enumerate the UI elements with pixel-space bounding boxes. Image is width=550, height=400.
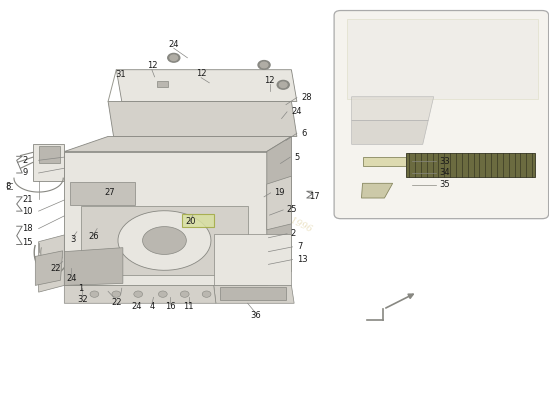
Text: 36: 36 bbox=[250, 311, 261, 320]
Text: 10: 10 bbox=[22, 207, 32, 216]
Circle shape bbox=[258, 60, 270, 69]
Text: 33: 33 bbox=[439, 156, 450, 166]
Text: a publication since 1996: a publication since 1996 bbox=[210, 177, 314, 234]
Text: 24: 24 bbox=[292, 107, 302, 116]
Text: 20: 20 bbox=[185, 217, 195, 226]
Polygon shape bbox=[214, 286, 294, 303]
Polygon shape bbox=[157, 81, 168, 87]
Circle shape bbox=[277, 80, 289, 89]
Text: 5: 5 bbox=[294, 152, 299, 162]
Circle shape bbox=[112, 291, 120, 297]
Polygon shape bbox=[221, 287, 286, 300]
Polygon shape bbox=[64, 248, 123, 286]
Polygon shape bbox=[351, 120, 428, 144]
Polygon shape bbox=[182, 214, 214, 227]
Text: 18: 18 bbox=[22, 224, 33, 233]
Circle shape bbox=[170, 55, 178, 60]
Text: 12: 12 bbox=[196, 69, 206, 78]
Polygon shape bbox=[362, 157, 406, 166]
Text: 7: 7 bbox=[297, 242, 302, 251]
Polygon shape bbox=[406, 153, 535, 177]
Text: 24: 24 bbox=[132, 302, 142, 311]
Polygon shape bbox=[81, 206, 248, 276]
Circle shape bbox=[260, 62, 268, 68]
Text: 12: 12 bbox=[147, 61, 157, 70]
Circle shape bbox=[202, 291, 211, 297]
Text: 19: 19 bbox=[274, 188, 284, 197]
Polygon shape bbox=[39, 235, 64, 292]
Text: 17: 17 bbox=[309, 192, 320, 200]
Text: 28: 28 bbox=[301, 93, 312, 102]
Circle shape bbox=[168, 54, 180, 62]
Polygon shape bbox=[33, 144, 64, 181]
Polygon shape bbox=[64, 136, 292, 152]
Polygon shape bbox=[118, 211, 211, 270]
Text: 15: 15 bbox=[22, 238, 32, 247]
Text: 24: 24 bbox=[66, 274, 76, 283]
Text: 27: 27 bbox=[104, 188, 115, 197]
Text: 6: 6 bbox=[301, 129, 307, 138]
Circle shape bbox=[180, 291, 189, 297]
Text: 32: 32 bbox=[77, 295, 87, 304]
Text: 9: 9 bbox=[22, 168, 28, 178]
Polygon shape bbox=[108, 102, 297, 136]
Polygon shape bbox=[267, 136, 292, 286]
Text: 22: 22 bbox=[111, 298, 122, 307]
Polygon shape bbox=[361, 183, 393, 198]
Polygon shape bbox=[35, 251, 63, 286]
Text: 21: 21 bbox=[22, 195, 32, 204]
Text: 26: 26 bbox=[88, 232, 98, 241]
Text: 3: 3 bbox=[70, 235, 75, 244]
Text: 34: 34 bbox=[439, 168, 450, 178]
Text: 11: 11 bbox=[183, 302, 194, 311]
Polygon shape bbox=[142, 227, 186, 254]
Circle shape bbox=[158, 291, 167, 297]
Text: eMART: eMART bbox=[166, 132, 275, 198]
Polygon shape bbox=[39, 146, 60, 164]
Text: 31: 31 bbox=[116, 70, 126, 79]
Polygon shape bbox=[267, 176, 292, 230]
Text: 8: 8 bbox=[6, 182, 11, 190]
Text: 16: 16 bbox=[164, 302, 175, 311]
Text: 25: 25 bbox=[286, 206, 296, 214]
Text: 24: 24 bbox=[168, 40, 179, 49]
Polygon shape bbox=[64, 286, 216, 303]
Polygon shape bbox=[214, 234, 292, 286]
Circle shape bbox=[279, 82, 287, 88]
Polygon shape bbox=[347, 19, 538, 99]
Text: 1: 1 bbox=[78, 284, 84, 293]
Polygon shape bbox=[351, 97, 434, 120]
Polygon shape bbox=[70, 182, 135, 205]
Text: 12: 12 bbox=[265, 76, 275, 85]
Text: 2: 2 bbox=[290, 229, 295, 238]
Polygon shape bbox=[116, 70, 297, 102]
Circle shape bbox=[134, 291, 142, 297]
FancyBboxPatch shape bbox=[334, 10, 548, 219]
Circle shape bbox=[90, 291, 99, 297]
Text: 4: 4 bbox=[149, 302, 155, 311]
Text: 22: 22 bbox=[51, 264, 62, 273]
Text: 2: 2 bbox=[22, 156, 28, 165]
Text: 13: 13 bbox=[297, 255, 307, 264]
Polygon shape bbox=[64, 152, 267, 286]
Text: 35: 35 bbox=[439, 180, 450, 190]
